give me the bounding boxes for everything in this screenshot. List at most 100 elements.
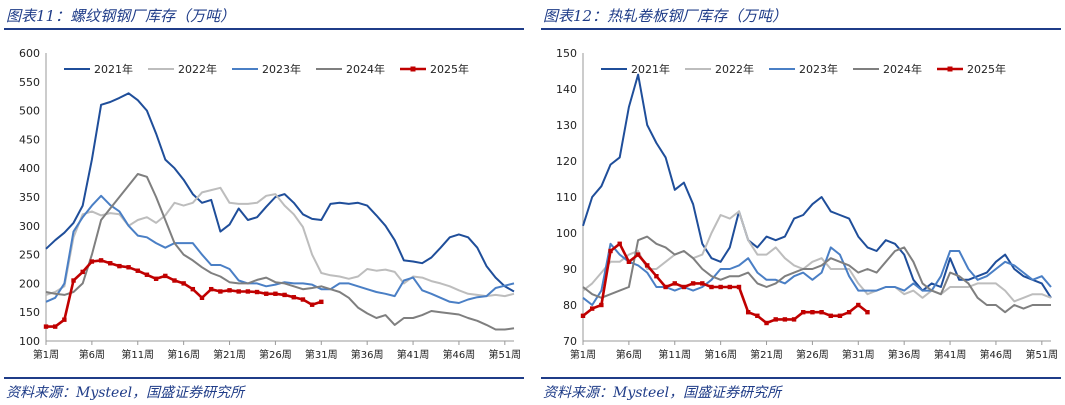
data-point-2025年: [126, 265, 131, 270]
data-point-2025年: [608, 248, 613, 254]
data-point-2025年: [727, 284, 733, 290]
legend-label: 2021年: [94, 62, 133, 76]
x-tick-label: 第11周: [658, 348, 691, 361]
data-point-2025年: [736, 284, 742, 290]
data-point-2025年: [71, 278, 76, 283]
series-line-2021年: [582, 73, 1052, 299]
data-point-2025年: [236, 289, 241, 294]
legend-marker: [410, 66, 416, 72]
line-chart-rebar-inventory: 100 150 200 250 300 350 400 450 500 550 600 第1周 第6周 第…: [19, 47, 521, 361]
y-tick-label: 400: [19, 162, 40, 175]
y-tick-label: 110: [556, 191, 577, 204]
data-point-2025年: [709, 284, 714, 290]
series-line-2023年: [582, 242, 1052, 306]
data-point-2025年: [254, 289, 260, 295]
y-tick-label: 150: [556, 47, 577, 60]
data-point-2025年: [635, 252, 641, 257]
data-point-2025年: [52, 324, 58, 329]
legend-label: 2023年: [262, 62, 301, 76]
data-point-2025年: [626, 259, 632, 264]
data-point-2025年: [300, 297, 306, 302]
data-point-2025年: [865, 310, 870, 315]
legend-label: 2025年: [430, 62, 469, 76]
data-point-2025年: [80, 269, 85, 275]
x-tick-label: 第1周: [570, 348, 596, 361]
x-tick-label: 第6周: [616, 348, 642, 361]
y-tick-label: 120: [556, 155, 577, 168]
data-point-2025年: [89, 259, 95, 264]
data-point-2025年: [291, 295, 296, 300]
y-tick-label: 450: [19, 133, 40, 146]
x-tick-label: 第51周: [1025, 348, 1058, 361]
data-point-2025年: [700, 281, 705, 286]
data-point-2025年: [599, 302, 604, 308]
data-point-2025年: [273, 291, 278, 296]
legend-label: 2024年: [346, 62, 385, 76]
x-tick-label: 第26周: [259, 348, 292, 361]
y-tick-label: 150: [19, 306, 40, 319]
data-point-2025年: [764, 320, 769, 326]
x-tick-label: 第6周: [79, 348, 105, 361]
y-tick-label: 350: [19, 191, 40, 204]
data-point-2025年: [108, 261, 113, 266]
x-tick-label: 第16周: [704, 348, 737, 361]
x-tick-label: 第41周: [397, 348, 430, 361]
data-point-2025年: [617, 241, 622, 246]
data-point-2025年: [172, 278, 177, 283]
data-point-2025年: [828, 313, 833, 318]
data-point-2025年: [654, 274, 659, 279]
data-point-2025年: [245, 289, 251, 294]
data-point-2025年: [227, 288, 232, 293]
data-point-2025年: [801, 310, 806, 315]
series-line-2022年: [582, 210, 1052, 303]
data-point-2025年: [718, 284, 723, 290]
x-tick-label: 第11周: [121, 348, 154, 361]
y-tick-label: 140: [556, 83, 577, 96]
series-line-2024年: [45, 173, 515, 331]
legend-label: 2022年: [715, 62, 754, 76]
series-line-2023年: [45, 194, 515, 304]
data-point-2025年: [117, 263, 122, 269]
data-point-2025年: [135, 268, 140, 273]
x-tick-label: 第36周: [888, 348, 921, 361]
data-point-2025年: [663, 284, 668, 290]
data-point-2025年: [208, 286, 214, 292]
x-tick-label: 第16周: [167, 348, 200, 361]
data-point-2025年: [773, 317, 778, 322]
data-point-2025年: [856, 302, 861, 308]
y-tick-label: 600: [19, 47, 40, 60]
x-tick-label: 第21周: [213, 348, 246, 361]
data-point-2025年: [810, 310, 815, 315]
data-point-2025年: [837, 313, 843, 318]
y-tick-label: 550: [19, 76, 40, 89]
x-tick-label: 第46周: [980, 348, 1013, 361]
data-point-2025年: [672, 281, 677, 286]
y-tick-label: 100: [19, 335, 40, 348]
x-tick-label: 第26周: [796, 348, 829, 361]
data-point-2025年: [319, 299, 324, 305]
legend-label: 2022年: [178, 62, 217, 76]
data-point-2025年: [153, 276, 159, 281]
series-line-2024年: [582, 235, 1051, 314]
data-point-2025年: [163, 273, 168, 279]
legend-label: 2023年: [799, 62, 838, 76]
y-tick-label: 250: [19, 249, 40, 262]
data-point-2025年: [181, 281, 186, 286]
data-point-2025年: [190, 286, 196, 292]
data-point-2025年: [309, 302, 315, 307]
y-tick-label: 70: [563, 335, 577, 348]
y-tick-label: 500: [19, 105, 40, 118]
data-point-2025年: [791, 317, 797, 322]
chart-panel-steel-rebar: 图表11：螺纹钢钢厂库存（万吨） 100 150 200 250 300 350 400 45…: [4, 0, 524, 405]
data-point-2025年: [264, 291, 269, 296]
chart-source: 资料来源：Mysteel，国盛证券研究所: [6, 385, 245, 401]
legend-label: 2025年: [967, 62, 1006, 76]
y-tick-label: 200: [19, 277, 40, 290]
legend-label: 2021年: [631, 62, 670, 76]
data-point-2025年: [846, 310, 852, 315]
data-point-2025年: [43, 324, 49, 329]
data-point-2025年: [755, 313, 760, 318]
data-point-2025年: [782, 317, 788, 322]
data-point-2025年: [589, 306, 595, 311]
y-tick-label: 90: [563, 263, 577, 276]
